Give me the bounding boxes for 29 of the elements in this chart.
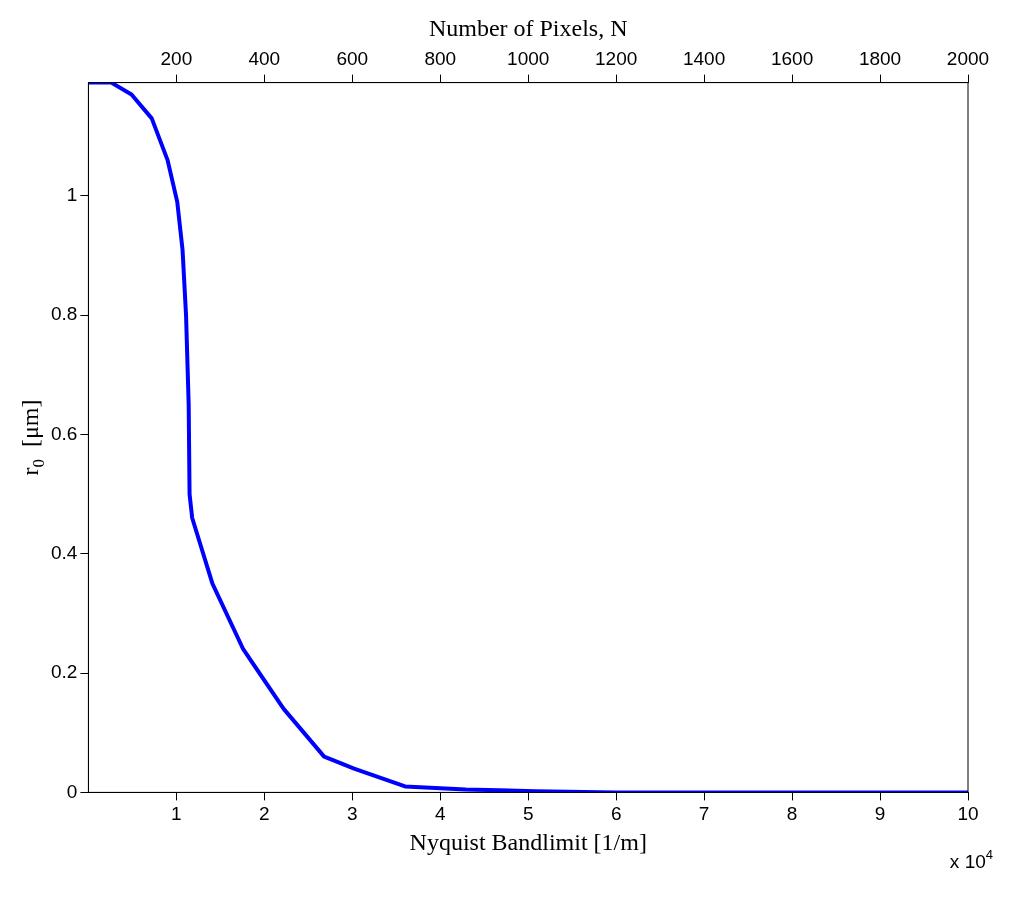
x2-tick-label: 1400 bbox=[682, 48, 726, 70]
x2-tick-label: 1800 bbox=[858, 48, 902, 70]
x2-axis-title: Number of Pixels, N bbox=[428, 14, 628, 41]
x2-tick-label: 1000 bbox=[507, 48, 550, 70]
x-tick-label: 7 bbox=[698, 803, 710, 825]
x2-tick-label: 400 bbox=[248, 48, 281, 70]
x2-tick-label: 200 bbox=[160, 48, 193, 70]
x-tick-label: 1 bbox=[171, 803, 182, 825]
x-tick-label: 2 bbox=[259, 803, 270, 825]
x-tick-label: 3 bbox=[347, 803, 358, 825]
x-tick-label: 8 bbox=[786, 803, 798, 825]
x2-tick-label: 800 bbox=[424, 48, 457, 70]
x2-tick-label: 1200 bbox=[595, 48, 638, 70]
x2-tick-label: 1600 bbox=[770, 48, 814, 70]
x-tick-label: 9 bbox=[874, 803, 886, 825]
x-axis-title: Nyquist Bandlimit [1/m] bbox=[409, 828, 647, 855]
x2-tick-label: 2000 bbox=[946, 48, 990, 70]
x2-tick-label: 600 bbox=[336, 48, 369, 70]
x-tick-label: 6 bbox=[610, 803, 622, 825]
x-tick-label: 4 bbox=[434, 803, 446, 825]
y-tick-label: 0.8 bbox=[50, 303, 78, 325]
x-tick-label: 5 bbox=[522, 803, 534, 825]
y-tick-label: 0 bbox=[66, 780, 78, 802]
y-tick-label: 0.6 bbox=[50, 422, 78, 444]
x-tick-label: 10 bbox=[957, 803, 979, 825]
y-tick-label: 0.2 bbox=[50, 661, 78, 683]
y-tick-label: 0.4 bbox=[50, 542, 78, 564]
y-tick-label: 1 bbox=[66, 184, 78, 206]
y-axis-title: r0 [μm] bbox=[17, 399, 48, 476]
